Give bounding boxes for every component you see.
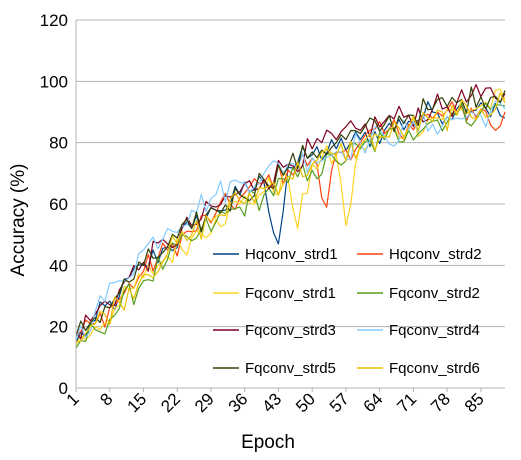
series-line-fqconv-strd4: [75, 100, 506, 340]
x-tick-label: 29: [191, 389, 218, 416]
y-tick-label: 60: [49, 195, 68, 214]
x-tick-label: 8: [96, 389, 116, 409]
x-axis-title: Epoch: [241, 432, 295, 453]
y-axis-title: Accuracy (%): [8, 164, 29, 277]
x-tick-label: 22: [157, 389, 184, 416]
x-tick-label: 43: [258, 389, 285, 416]
x-tick-labels: 1 8 15 22 29 36 43 50 57 64 71 78 85: [63, 388, 488, 416]
y-tick-label: 80: [49, 134, 68, 153]
legend-label: Fqconv_strd1: [245, 285, 336, 302]
series-lines: [75, 83, 506, 349]
x-tick-label: 36: [225, 389, 252, 416]
x-tick-label: 71: [393, 389, 420, 416]
legend-label: Hqconv_strd1: [245, 246, 338, 263]
series-line-hqconv-strd2: [75, 101, 506, 337]
y-tick-label: 40: [49, 256, 68, 275]
series-line-fqconv-strd6: [75, 92, 506, 343]
x-tick-label: 15: [123, 389, 150, 416]
legend: Hqconv_strd1 Hqconv_strd2 Fqconv_strd1 Fqco…: [213, 246, 482, 377]
x-tick-label: 57: [326, 389, 353, 416]
x-tick-label: 50: [292, 389, 319, 416]
y-tick-label: 120: [40, 11, 68, 30]
x-tick-label: 64: [360, 389, 387, 416]
axes: [75, 20, 505, 389]
legend-label: Fqconv_strd6: [389, 360, 480, 377]
gridlines: [76, 19, 505, 328]
y-tick-label: 20: [49, 318, 68, 337]
y-tick-label: 100: [40, 72, 68, 91]
y-tick-labels: 0 20 40 60 80 100 120: [40, 11, 68, 398]
series-line-fqconv-strd2: [75, 102, 506, 349]
legend-label: Hqconv_strd2: [389, 246, 482, 263]
legend-label: Fqconv_strd3: [245, 322, 336, 339]
legend-label: Fqconv_strd5: [245, 360, 336, 377]
y-tick-label: 0: [59, 379, 68, 398]
x-tick-label: 1: [63, 389, 83, 409]
legend-label: Fqconv_strd4: [389, 322, 480, 339]
x-tick-label: 85: [461, 389, 488, 416]
legend-label: Fqconv_strd2: [389, 285, 480, 302]
series-line-fqconv-strd5: [75, 86, 506, 337]
x-tick-label: 78: [427, 389, 454, 416]
